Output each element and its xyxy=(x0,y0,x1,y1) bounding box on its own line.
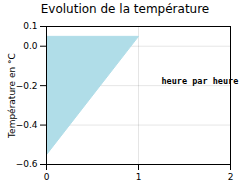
svg-text:Température en °C: Température en °C xyxy=(7,53,17,139)
html-text:Evolution de la température: Evolution de la température xyxy=(40,2,210,16)
svg-text:0.0: 0.0 xyxy=(23,41,38,51)
svg-text:heure par heure: heure par heure xyxy=(162,76,239,86)
svg-text:−0.2: −0.2 xyxy=(16,81,38,91)
svg-text:−0.4: −0.4 xyxy=(16,120,38,130)
svg-text:2: 2 xyxy=(228,172,234,182)
svg-text:0.1: 0.1 xyxy=(23,21,37,31)
svg-text:1: 1 xyxy=(136,172,142,182)
svg-text:0: 0 xyxy=(44,172,50,182)
svg-text:−0.6: −0.6 xyxy=(16,159,38,169)
